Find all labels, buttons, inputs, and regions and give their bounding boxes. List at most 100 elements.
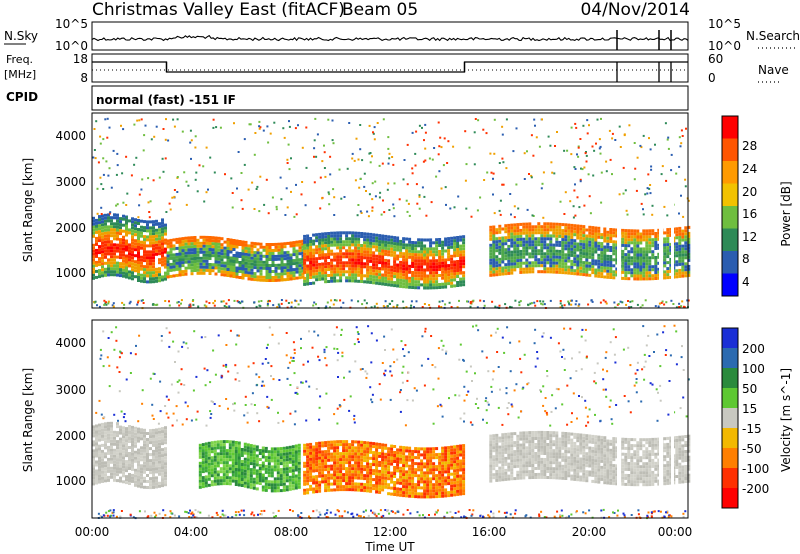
data-cell bbox=[507, 271, 511, 275]
data-cell bbox=[591, 226, 595, 230]
data-cell bbox=[360, 256, 364, 259]
data-cell bbox=[327, 262, 331, 265]
data-cell bbox=[426, 268, 430, 272]
speckle bbox=[670, 153, 673, 156]
data-cell bbox=[372, 263, 376, 267]
data-cell bbox=[241, 243, 245, 247]
data-cell bbox=[268, 255, 272, 258]
data-cell bbox=[558, 264, 562, 268]
data-cell bbox=[489, 273, 493, 277]
data-cell bbox=[459, 283, 463, 287]
data-cell bbox=[205, 250, 209, 254]
data-cell bbox=[101, 437, 104, 441]
data-cell bbox=[336, 455, 340, 459]
data-cell bbox=[101, 247, 104, 251]
data-cell bbox=[238, 240, 242, 243]
data-cell bbox=[149, 441, 152, 445]
data-cell bbox=[104, 473, 107, 477]
data-cell bbox=[627, 265, 631, 269]
data-cell bbox=[372, 463, 376, 467]
data-cell bbox=[456, 284, 460, 287]
speckle bbox=[271, 196, 274, 199]
data-cell bbox=[357, 452, 361, 456]
data-cell bbox=[110, 234, 113, 238]
data-cell bbox=[205, 247, 209, 251]
data-cell bbox=[95, 242, 98, 246]
data-cell bbox=[492, 234, 496, 238]
data-cell bbox=[134, 269, 137, 273]
data-cell bbox=[552, 249, 556, 253]
data-cell bbox=[582, 249, 586, 253]
speckle bbox=[515, 127, 518, 130]
data-cell bbox=[405, 270, 409, 274]
data-cell bbox=[309, 460, 313, 464]
data-cell bbox=[279, 447, 283, 451]
data-cell bbox=[528, 267, 532, 271]
data-cell bbox=[294, 486, 298, 490]
data-cell bbox=[243, 484, 247, 488]
data-cell bbox=[678, 253, 682, 257]
data-cell bbox=[519, 255, 523, 259]
data-cell bbox=[116, 273, 119, 277]
data-cell bbox=[318, 474, 322, 478]
data-cell bbox=[184, 248, 188, 252]
data-cell bbox=[134, 453, 137, 457]
data-cell bbox=[567, 235, 571, 239]
data-cell bbox=[324, 483, 328, 487]
data-cell bbox=[606, 275, 610, 279]
data-cell bbox=[318, 247, 322, 251]
data-cell bbox=[324, 253, 328, 257]
data-cell bbox=[140, 428, 143, 432]
data-cell bbox=[164, 265, 167, 269]
data-cell bbox=[459, 256, 463, 260]
data-cell bbox=[582, 228, 586, 232]
data-cell bbox=[166, 260, 170, 264]
data-cell bbox=[315, 442, 319, 446]
data-cell bbox=[324, 480, 328, 484]
data-cell bbox=[107, 237, 110, 241]
data-cell bbox=[516, 250, 520, 254]
speckle bbox=[287, 143, 290, 146]
data-cell bbox=[378, 243, 382, 247]
data-cell bbox=[429, 244, 433, 248]
data-cell bbox=[146, 438, 149, 441]
data-cell bbox=[684, 247, 688, 251]
data-cell bbox=[513, 244, 517, 248]
data-cell bbox=[258, 479, 262, 482]
speckle bbox=[626, 213, 629, 216]
speckle bbox=[112, 149, 115, 152]
data-cell bbox=[125, 451, 128, 455]
data-cell bbox=[570, 229, 574, 233]
data-cell bbox=[384, 246, 388, 250]
data-cell bbox=[134, 254, 137, 258]
data-cell bbox=[360, 485, 364, 489]
data-cell bbox=[453, 236, 457, 240]
data-cell bbox=[306, 246, 310, 250]
data-cell bbox=[104, 467, 107, 471]
data-cell bbox=[615, 270, 619, 274]
data-cell bbox=[330, 482, 334, 486]
data-cell bbox=[306, 446, 310, 450]
data-cell bbox=[444, 279, 448, 283]
speckle bbox=[208, 302, 211, 304]
data-cell bbox=[234, 468, 238, 471]
data-cell bbox=[297, 461, 301, 465]
data-cell bbox=[339, 470, 343, 474]
data-cell bbox=[387, 268, 391, 272]
speckle bbox=[99, 142, 102, 145]
data-cell bbox=[336, 240, 340, 244]
data-cell bbox=[606, 242, 610, 246]
data-cell bbox=[208, 239, 212, 242]
data-cell bbox=[298, 261, 302, 265]
data-cell bbox=[190, 245, 194, 249]
data-cell bbox=[405, 249, 409, 253]
data-cell bbox=[429, 247, 433, 251]
speckle bbox=[532, 215, 535, 217]
data-cell bbox=[190, 236, 194, 240]
speckle bbox=[383, 306, 386, 309]
speckle bbox=[315, 303, 317, 306]
data-cell bbox=[181, 246, 185, 250]
data-cell bbox=[261, 488, 265, 492]
data-cell bbox=[222, 443, 226, 447]
data-cell bbox=[657, 252, 661, 256]
